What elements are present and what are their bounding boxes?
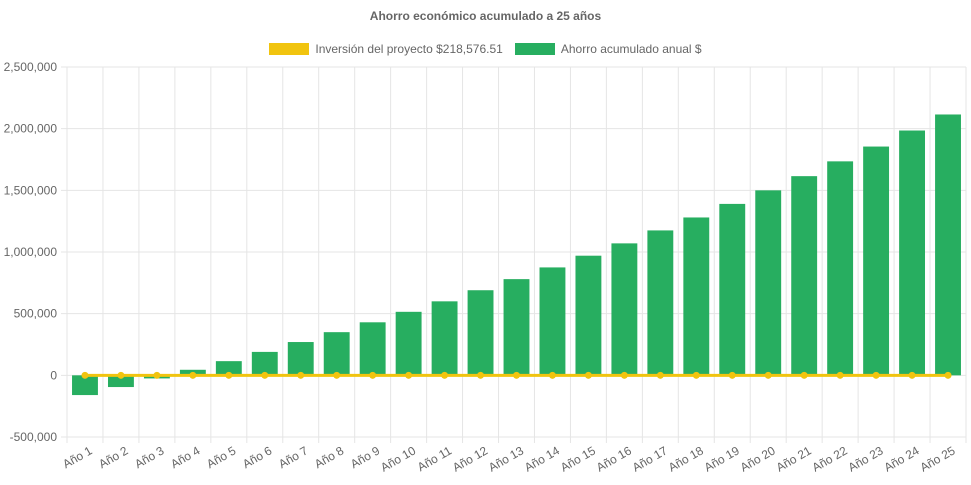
investment-point-25 [944,371,952,379]
x-tick-label: Año 6 [240,443,274,471]
x-tick-label: Año 4 [168,443,202,471]
bar-ahorro-19 [719,203,746,376]
investment-point-2 [117,371,125,379]
x-tick-label: Año 16 [594,443,634,474]
investment-point-22 [836,371,844,379]
x-tick-label: Año 1 [60,443,94,471]
investment-point-12 [477,371,485,379]
x-tick-label: Año 18 [666,443,706,474]
bar-ahorro-23 [863,146,890,376]
y-tick-label: 2,000,000 [4,122,58,136]
investment-point-4 [189,371,197,379]
investment-point-24 [908,371,916,379]
bar-ahorro-10 [395,311,422,376]
investment-point-10 [405,371,413,379]
y-tick-label: 0 [50,368,57,382]
x-tick-label: Año 14 [522,443,562,474]
bar-ahorro-18 [683,217,710,376]
legend-label-savings: Ahorro acumulado anual $ [560,42,702,56]
investment-point-7 [297,371,305,379]
investment-point-14 [548,371,556,379]
x-tick-label: Año 13 [486,443,526,474]
investment-point-6 [261,371,269,379]
investment-point-18 [692,371,700,379]
investment-point-5 [225,371,233,379]
legend-item-savings[interactable]: Ahorro acumulado anual $ [514,42,702,56]
bar-ahorro-25 [935,114,961,376]
x-tick-label: Año 21 [774,443,814,474]
x-tick-label: Año 2 [96,443,130,471]
x-tick-label: Año 22 [810,443,850,474]
investment-point-8 [333,371,341,379]
investment-point-9 [369,371,377,379]
x-tick-label: Año 12 [450,443,490,474]
y-tick-label: 1,500,000 [4,183,58,197]
y-tick-label: 2,500,000 [4,60,58,74]
x-tick-label: Año 23 [846,443,886,474]
bar-ahorro-20 [755,190,782,376]
y-tick-label: 1,000,000 [4,245,58,259]
investment-point-13 [513,371,520,379]
investment-point-21 [800,371,808,379]
legend-swatch-investment [269,43,310,55]
x-tick-label: Año 3 [132,443,166,471]
bar-ahorro-16 [611,243,638,376]
bar-ahorro-6 [251,351,278,376]
bar-ahorro-7 [287,342,314,376]
bar-ahorro-14 [539,267,566,376]
y-tick-label: -500,000 [10,430,58,444]
x-tick-label: Año 17 [630,443,670,474]
investment-point-3 [153,371,161,379]
x-tick-label: Año 25 [918,443,958,474]
investment-point-17 [656,371,664,379]
x-tick-label: Año 19 [702,443,742,474]
bar-ahorro-22 [827,161,854,376]
bar-ahorro-17 [647,230,674,376]
investment-point-11 [441,371,449,379]
bar-ahorro-2 [107,375,134,388]
chart-title: Ahorro económico acumulado a 25 años [369,9,602,23]
investment-point-23 [872,371,880,379]
x-tick-label: Año 5 [204,443,238,471]
chart-legend: Inversión del proyecto $218,576.51 Ahorr… [0,42,971,56]
bar-ahorro-11 [431,301,458,376]
bar-ahorro-1 [72,375,98,396]
investment-point-15 [584,371,592,379]
legend-swatch-savings [514,43,555,55]
legend-label-investment: Inversión del proyecto $218,576.51 [315,42,503,56]
investment-point-1 [81,371,89,379]
bar-ahorro-12 [467,290,494,376]
investment-point-20 [764,371,772,379]
bar-ahorro-24 [899,130,926,376]
investment-point-19 [728,371,736,379]
bar-ahorro-13 [503,279,530,376]
x-tick-label: Año 10 [378,443,418,474]
investment-point-16 [620,371,628,379]
bar-ahorro-8 [323,332,350,376]
legend-item-investment[interactable]: Inversión del proyecto $218,576.51 [269,42,503,56]
x-tick-label: Año 15 [558,443,598,474]
x-tick-label: Año 9 [348,443,382,471]
y-tick-label: 500,000 [14,307,58,321]
x-tick-label: Año 24 [882,443,922,474]
bar-ahorro-21 [791,176,818,376]
bar-ahorro-5 [215,361,242,376]
bar-ahorro-15 [575,255,602,376]
x-tick-label: Año 20 [738,443,778,474]
x-tick-label: Año 11 [415,443,454,474]
x-tick-label: Año 7 [276,443,310,471]
bar-ahorro-9 [359,322,386,376]
x-tick-label: Año 8 [312,443,346,471]
